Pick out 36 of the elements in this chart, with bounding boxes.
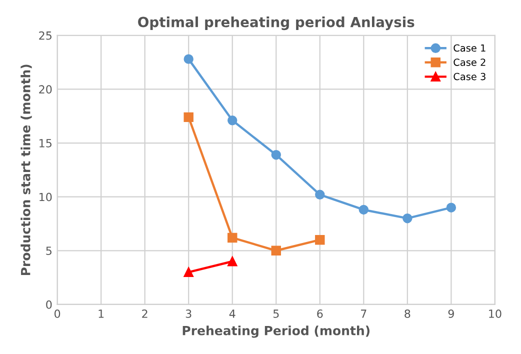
y-tick-label: 5	[46, 246, 52, 256]
x-tick-label: 3	[186, 309, 192, 318]
point	[446, 202, 456, 212]
point	[402, 213, 412, 224]
point	[271, 150, 281, 160]
y-tick-label: 25	[39, 31, 52, 40]
point	[315, 190, 325, 200]
point	[228, 256, 238, 266]
x-axis-title: Preheating Period (month)	[182, 326, 370, 338]
y-tick-label: 0	[46, 300, 52, 309]
point	[228, 232, 238, 243]
point	[358, 204, 369, 215]
point	[184, 112, 194, 122]
point	[228, 116, 238, 126]
chart-title: Optimal preheating period Anlaysis	[138, 16, 414, 30]
legend-label: Case 3	[454, 72, 486, 80]
legend-label: Case 1	[454, 44, 486, 52]
x-tick-label: 7	[361, 310, 366, 318]
x-tick-label: 0	[54, 309, 60, 318]
point	[184, 54, 194, 64]
x-tick-label: 4	[229, 310, 236, 318]
y-axis-title: Production start time (month)	[20, 64, 32, 276]
point	[184, 267, 194, 278]
y-tick-label: 10	[40, 192, 52, 202]
x-tick-label: 2	[142, 309, 148, 318]
point	[315, 235, 325, 245]
y-tick-label: 20	[39, 85, 52, 94]
x-tick-label: 8	[404, 309, 410, 318]
x-tick-label: 6	[317, 309, 323, 318]
x-tick-label: 1	[98, 310, 104, 318]
point	[271, 246, 281, 256]
x-tick-label: 5	[273, 310, 279, 318]
y-tick-label: 15	[40, 139, 52, 148]
x-tick-label: 9	[448, 309, 454, 318]
x-tick-label: 10	[489, 309, 502, 318]
legend-label: Case 2	[454, 58, 486, 66]
